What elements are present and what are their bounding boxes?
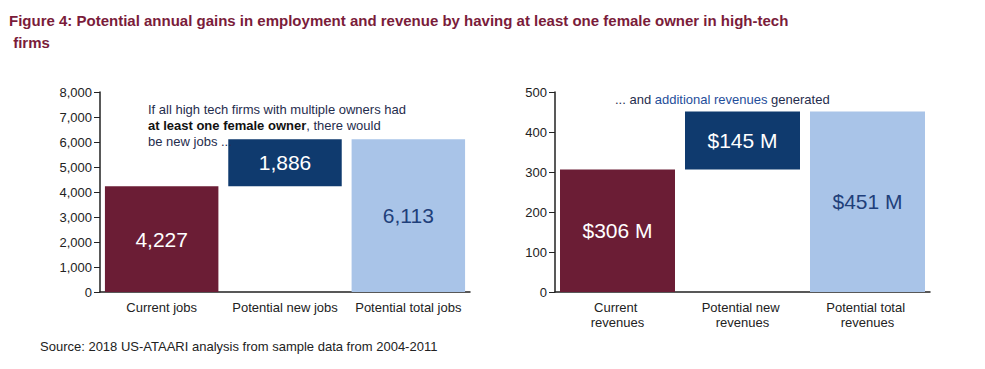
- svg-text:revenues: revenues: [716, 315, 770, 330]
- svg-text:2,000: 2,000: [59, 235, 92, 250]
- svg-text:firms: firms: [9, 34, 50, 51]
- svg-text:6,113: 6,113: [383, 204, 434, 227]
- svg-text:, there would: , there would: [306, 118, 380, 133]
- svg-text:$145 M: $145 M: [707, 129, 777, 152]
- svg-text:generated: generated: [767, 92, 829, 107]
- svg-text:200: 200: [525, 205, 547, 220]
- svg-text:0: 0: [85, 285, 92, 300]
- svg-text:Potential new jobs: Potential new jobs: [232, 300, 338, 315]
- svg-text:Potential new: Potential new: [702, 300, 784, 315]
- svg-text:at least one female owner: at least one female owner: [148, 118, 306, 133]
- svg-text:3,000: 3,000: [59, 210, 92, 225]
- svg-text:revenues: revenues: [841, 315, 895, 330]
- svg-text:Current jobs: Current jobs: [126, 300, 197, 315]
- svg-text:4,000: 4,000: [59, 185, 92, 200]
- svg-text:... and: ... and: [615, 92, 655, 107]
- svg-text:$306 M: $306 M: [582, 219, 652, 242]
- svg-text:revenues: revenues: [591, 315, 645, 330]
- svg-text:4,227: 4,227: [135, 228, 188, 251]
- svg-text:5,000: 5,000: [59, 160, 92, 175]
- svg-text:8,000: 8,000: [59, 85, 92, 100]
- svg-text:additional revenues: additional revenues: [655, 92, 768, 107]
- svg-text:Figure 4: Potential annual gai: Figure 4: Potential annual gains in empl…: [9, 12, 788, 29]
- svg-text:Potential total jobs: Potential total jobs: [355, 300, 462, 315]
- svg-text:1,886: 1,886: [259, 151, 312, 174]
- svg-text:100: 100: [525, 245, 547, 260]
- svg-text:300: 300: [525, 165, 547, 180]
- svg-text:7,000: 7,000: [59, 110, 92, 125]
- svg-text:400: 400: [525, 125, 547, 140]
- svg-text:If all high tech firms with mu: If all high tech firms with multiple own…: [148, 102, 406, 117]
- svg-text:be new jobs ...: be new jobs ...: [148, 134, 232, 149]
- svg-text:0: 0: [540, 285, 547, 300]
- svg-text:Current: Current: [594, 300, 641, 315]
- svg-text:6,000: 6,000: [59, 135, 92, 150]
- svg-text:500: 500: [525, 85, 547, 100]
- svg-text:Potential total: Potential total: [826, 300, 908, 315]
- svg-text:$451 M: $451 M: [832, 190, 902, 213]
- svg-text:Source: 2018 US-ATAARI analysi: Source: 2018 US-ATAARI analysis from sam…: [40, 339, 437, 354]
- svg-text:1,000: 1,000: [59, 260, 92, 275]
